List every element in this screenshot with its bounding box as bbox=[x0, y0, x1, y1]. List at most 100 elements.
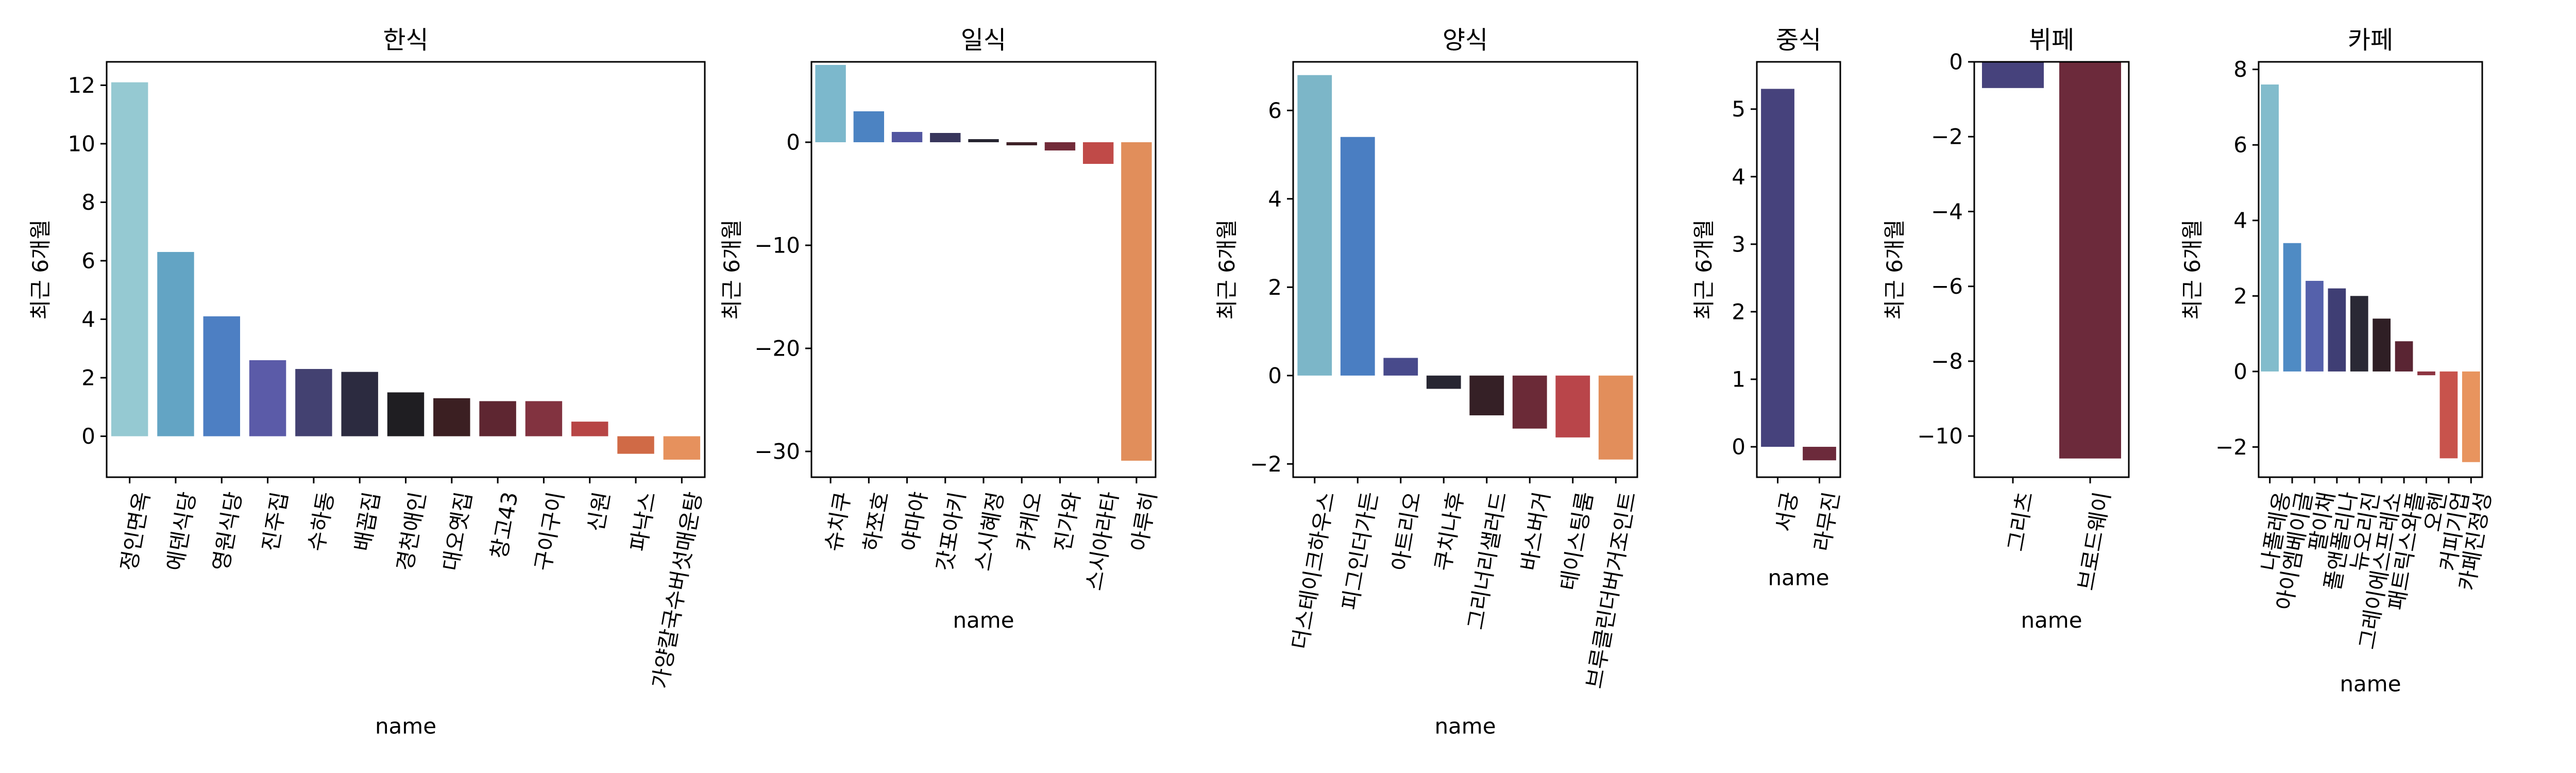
y-tick-label: 0 bbox=[1949, 49, 1963, 75]
x-axis-label: name bbox=[1768, 565, 1829, 590]
x-tick-label: 아트리오 bbox=[1387, 490, 1426, 573]
x-axis-label: name bbox=[1434, 714, 1496, 739]
y-tick-label: −10 bbox=[754, 233, 800, 258]
bar bbox=[891, 132, 923, 142]
x-axis-label: name bbox=[2021, 608, 2082, 633]
y-tick-label: −8 bbox=[1931, 348, 1963, 374]
bar bbox=[1121, 142, 1152, 461]
y-tick-label: −4 bbox=[1931, 199, 1963, 224]
bar bbox=[2439, 371, 2458, 459]
x-tick-label: 피그인더가든 bbox=[1337, 490, 1383, 612]
y-tick-label: −6 bbox=[1931, 274, 1963, 299]
bar bbox=[1044, 142, 1076, 150]
y-tick-label: −2 bbox=[1250, 451, 1282, 477]
x-tick-label: 경천애인 bbox=[392, 490, 431, 573]
bar bbox=[111, 82, 148, 436]
bar bbox=[1469, 375, 1504, 415]
x-tick-label: 슈치쿠 bbox=[820, 490, 855, 553]
x-tick-label: 스시혜정 bbox=[970, 490, 1008, 573]
x-tick-label: 대오옛집 bbox=[438, 490, 477, 573]
y-tick-label: 0 bbox=[2233, 359, 2247, 384]
y-tick-label: 1 bbox=[1732, 366, 1745, 392]
bar bbox=[1512, 375, 1547, 429]
subplot-title: 뷔페 bbox=[2029, 26, 2074, 55]
y-tick-label: 4 bbox=[1732, 164, 1745, 189]
bar bbox=[1340, 137, 1375, 376]
y-tick-label: 4 bbox=[81, 307, 95, 332]
x-tick-label: 가양칼국수버섯매운탕 bbox=[648, 490, 707, 691]
x-tick-label: 라무진 bbox=[1809, 490, 1844, 553]
y-axis-label: 최근 6개월 bbox=[1882, 220, 1907, 320]
subplot-title: 카페 bbox=[2348, 26, 2393, 55]
x-tick-label: 에덴식당 bbox=[162, 490, 200, 573]
y-axis-label: 최근 6개월 bbox=[719, 220, 744, 320]
x-tick-label: 진주집 bbox=[258, 490, 293, 553]
bar bbox=[433, 398, 470, 436]
subplot-title: 한식 bbox=[383, 26, 428, 55]
y-tick-label: 4 bbox=[2233, 208, 2247, 233]
x-tick-label: 야마야 bbox=[897, 490, 932, 553]
bar bbox=[1383, 358, 1418, 376]
bar bbox=[2395, 341, 2413, 372]
y-tick-label: 0 bbox=[1268, 363, 1282, 388]
bar bbox=[1555, 375, 1590, 438]
x-tick-label: 신원 bbox=[583, 490, 615, 534]
y-tick-label: 8 bbox=[81, 190, 95, 215]
x-tick-label: 브로드웨이 bbox=[2073, 490, 2115, 593]
bar bbox=[1598, 375, 1633, 460]
x-tick-label: 영원식당 bbox=[208, 490, 247, 573]
x-axis-label: name bbox=[953, 608, 1014, 633]
bar bbox=[930, 133, 961, 142]
bar bbox=[2306, 280, 2324, 372]
x-tick-label: 스시아라타 bbox=[1081, 490, 1123, 593]
y-axis-label: 최근 6개월 bbox=[28, 220, 53, 320]
bar bbox=[295, 368, 332, 436]
x-axis-label: name bbox=[375, 714, 436, 739]
bar bbox=[387, 392, 425, 436]
bar bbox=[1761, 89, 1794, 447]
bar bbox=[1082, 142, 1114, 164]
y-tick-label: 0 bbox=[786, 130, 800, 155]
x-tick-label: 구이구이 bbox=[530, 490, 569, 573]
subplot-0: 0 2 4 6 8 10 12 정인면옥 에덴식당 영원식당 진주집 수하동 배꼽집 경천애인 대오옛집 창고… bbox=[28, 26, 707, 739]
x-axis-label: name bbox=[2340, 671, 2401, 696]
bar bbox=[1297, 75, 1332, 376]
x-tick-label: 수하동 bbox=[303, 490, 338, 553]
subplot-title: 양식 bbox=[1443, 26, 1488, 55]
y-axis-label: 최근 6개월 bbox=[2180, 220, 2205, 320]
y-tick-label: 10 bbox=[68, 131, 95, 156]
bar bbox=[2462, 371, 2480, 462]
y-tick-label: 12 bbox=[68, 73, 95, 98]
bar bbox=[1006, 142, 1037, 145]
bar bbox=[1426, 375, 1461, 389]
bar bbox=[203, 316, 240, 436]
y-tick-label: 0 bbox=[1732, 434, 1745, 460]
x-tick-label: 쿠치나후 bbox=[1430, 490, 1469, 573]
bar bbox=[2417, 371, 2435, 376]
y-axis-label: 최근 6개월 bbox=[1214, 220, 1240, 320]
y-tick-label: −30 bbox=[754, 439, 800, 464]
x-tick-label: 배꼽집 bbox=[349, 490, 384, 553]
bar bbox=[815, 65, 846, 142]
bar bbox=[479, 401, 516, 436]
bar bbox=[571, 422, 608, 436]
y-tick-label: 2 bbox=[1732, 299, 1745, 324]
x-tick-label: 더스테이크하우스 bbox=[1287, 490, 1340, 651]
bar bbox=[2059, 62, 2121, 459]
x-tick-label: 서궁 bbox=[1771, 490, 1803, 534]
y-tick-label: 2 bbox=[2233, 283, 2247, 309]
axes-frame bbox=[1756, 61, 1841, 478]
y-tick-label: 2 bbox=[81, 365, 95, 391]
y-tick-label: 4 bbox=[1268, 186, 1282, 211]
bar bbox=[249, 360, 286, 436]
axes-frame bbox=[1973, 61, 2130, 478]
y-tick-label: 0 bbox=[81, 424, 95, 449]
x-tick-label: 카케오 bbox=[1011, 490, 1046, 553]
bar bbox=[2328, 288, 2346, 372]
x-tick-label: 정인면옥 bbox=[116, 490, 155, 573]
y-tick-label: 2 bbox=[1268, 275, 1282, 300]
y-tick-label: 6 bbox=[81, 248, 95, 273]
